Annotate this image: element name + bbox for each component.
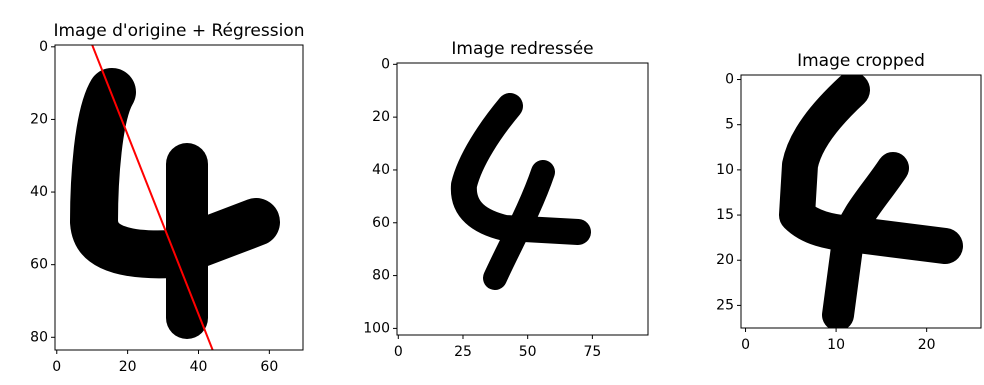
x-tick-label: 0 xyxy=(741,337,750,353)
page: {"chart_data": [ {"type": "image", "titl… xyxy=(0,0,984,385)
y-tick-label: 80 xyxy=(372,268,390,284)
chart-title: Image redressée xyxy=(451,39,593,59)
chart-title: Image d'origine + Régression xyxy=(53,21,304,41)
chart-title: Image cropped xyxy=(797,51,925,71)
figure: Image d'origine + Régression 0 20 40 60 0 20 40… xyxy=(0,0,984,385)
y-tick-label: 100 xyxy=(363,320,390,336)
y-tick-label: 0 xyxy=(39,39,48,55)
y-tick-label: 60 xyxy=(30,257,48,273)
x-tick-label: 0 xyxy=(52,359,61,375)
x-tick-label: 25 xyxy=(454,344,472,360)
x-tick-label: 0 xyxy=(394,344,403,360)
y-tick-label: 60 xyxy=(372,215,390,231)
x-tick-label: 40 xyxy=(190,359,208,375)
y-tick-label: 15 xyxy=(716,207,734,223)
y-tick-label: 80 xyxy=(30,329,48,345)
y-tick-label: 5 xyxy=(725,117,734,133)
x-tick-label: 20 xyxy=(119,359,137,375)
x-tick-label: 20 xyxy=(918,337,936,353)
image-digit xyxy=(464,106,578,278)
y-tick-label: 20 xyxy=(30,111,48,127)
y-tick-label: 25 xyxy=(716,297,734,313)
x-tick-label: 75 xyxy=(583,344,601,360)
y-tick-label: 40 xyxy=(372,162,390,178)
image-digit xyxy=(797,90,945,315)
x-tick-label: 60 xyxy=(260,359,278,375)
x-tick-label: 10 xyxy=(827,337,845,353)
y-tick-label: 40 xyxy=(30,184,48,200)
y-tick-label: 20 xyxy=(716,252,734,268)
y-tick-label: 0 xyxy=(725,72,734,88)
x-tick-label: 50 xyxy=(519,344,537,360)
y-tick-label: 20 xyxy=(372,109,390,125)
y-tick-label: 10 xyxy=(716,162,734,178)
y-tick-label: 0 xyxy=(381,56,390,72)
image-digit xyxy=(94,92,256,318)
